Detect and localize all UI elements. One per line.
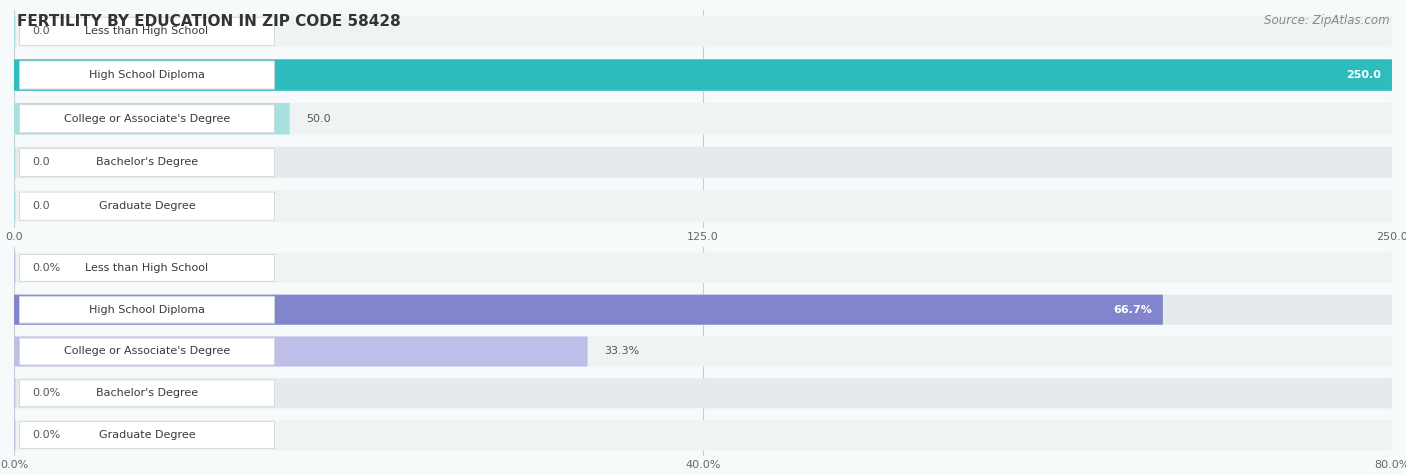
FancyBboxPatch shape: [14, 147, 1392, 178]
Text: Less than High School: Less than High School: [86, 26, 208, 37]
Text: 0.0%: 0.0%: [32, 388, 60, 399]
FancyBboxPatch shape: [14, 294, 1163, 325]
Text: 0.0%: 0.0%: [32, 430, 60, 440]
Text: 250.0: 250.0: [1346, 70, 1381, 80]
Text: College or Associate's Degree: College or Associate's Degree: [63, 346, 231, 357]
FancyBboxPatch shape: [14, 253, 1392, 283]
Text: 0.0: 0.0: [32, 157, 49, 168]
FancyBboxPatch shape: [20, 17, 274, 46]
FancyBboxPatch shape: [14, 336, 1392, 367]
FancyBboxPatch shape: [14, 103, 1392, 134]
Text: High School Diploma: High School Diploma: [89, 304, 205, 315]
Text: Bachelor's Degree: Bachelor's Degree: [96, 157, 198, 168]
FancyBboxPatch shape: [14, 294, 1392, 325]
FancyBboxPatch shape: [14, 378, 1392, 408]
FancyBboxPatch shape: [14, 336, 588, 367]
FancyBboxPatch shape: [14, 420, 1392, 450]
Text: 0.0%: 0.0%: [32, 263, 60, 273]
FancyBboxPatch shape: [14, 16, 1392, 47]
FancyBboxPatch shape: [20, 296, 274, 323]
FancyBboxPatch shape: [20, 61, 274, 89]
FancyBboxPatch shape: [20, 422, 274, 448]
FancyBboxPatch shape: [20, 192, 274, 220]
Text: 0.0: 0.0: [32, 201, 49, 211]
FancyBboxPatch shape: [14, 59, 1392, 91]
FancyBboxPatch shape: [20, 255, 274, 281]
FancyBboxPatch shape: [20, 338, 274, 365]
Text: College or Associate's Degree: College or Associate's Degree: [63, 114, 231, 124]
Text: Source: ZipAtlas.com: Source: ZipAtlas.com: [1264, 14, 1389, 27]
FancyBboxPatch shape: [14, 103, 290, 134]
FancyBboxPatch shape: [20, 148, 274, 177]
Text: 0.0: 0.0: [32, 26, 49, 37]
FancyBboxPatch shape: [14, 59, 1392, 91]
Text: Bachelor's Degree: Bachelor's Degree: [96, 388, 198, 399]
Text: 50.0: 50.0: [307, 114, 330, 124]
Text: FERTILITY BY EDUCATION IN ZIP CODE 58428: FERTILITY BY EDUCATION IN ZIP CODE 58428: [17, 14, 401, 29]
Text: Graduate Degree: Graduate Degree: [98, 201, 195, 211]
FancyBboxPatch shape: [20, 104, 274, 133]
FancyBboxPatch shape: [20, 380, 274, 407]
Text: 66.7%: 66.7%: [1114, 304, 1152, 315]
Text: Less than High School: Less than High School: [86, 263, 208, 273]
FancyBboxPatch shape: [14, 190, 1392, 222]
Text: Graduate Degree: Graduate Degree: [98, 430, 195, 440]
Text: High School Diploma: High School Diploma: [89, 70, 205, 80]
Text: 33.3%: 33.3%: [605, 346, 640, 357]
